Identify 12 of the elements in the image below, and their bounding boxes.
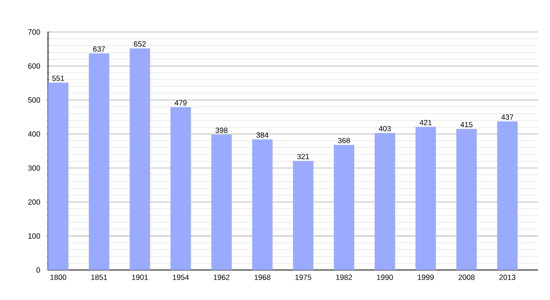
bar xyxy=(374,132,396,270)
bar xyxy=(88,53,110,270)
bar xyxy=(48,82,68,270)
bar xyxy=(130,48,150,270)
bar xyxy=(415,126,436,270)
bar xyxy=(252,139,273,270)
bar xyxy=(497,121,518,270)
bar xyxy=(211,134,232,270)
bar xyxy=(334,144,354,270)
bar xyxy=(456,128,477,270)
bar xyxy=(170,107,191,270)
bar xyxy=(293,160,314,270)
